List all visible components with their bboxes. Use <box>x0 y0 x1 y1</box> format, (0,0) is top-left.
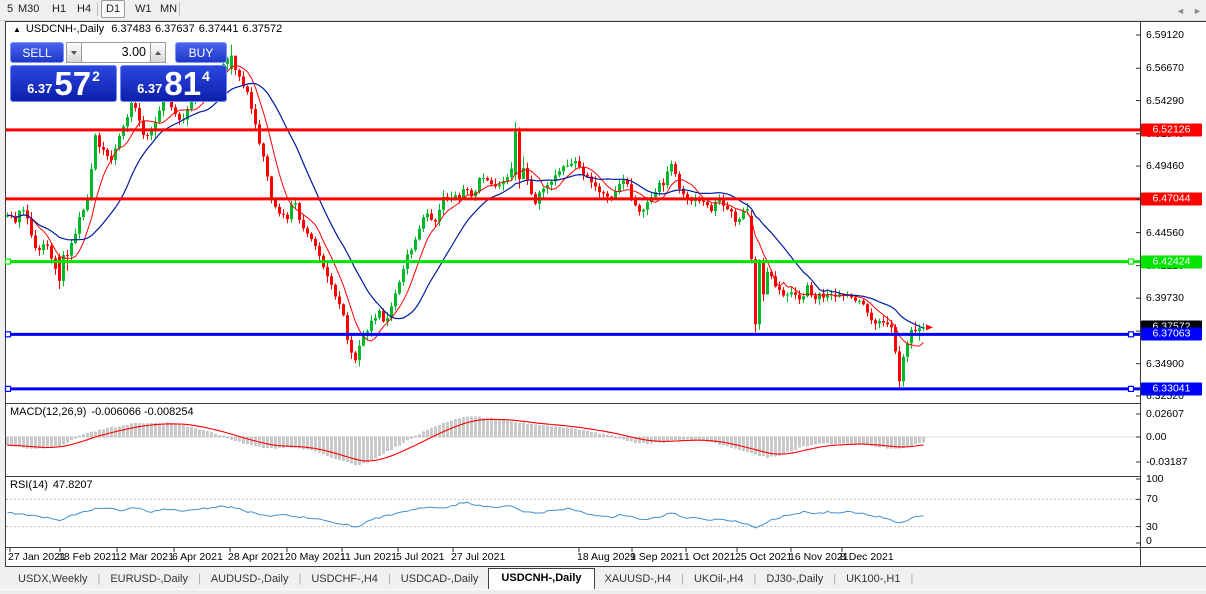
time-axis-label: 12 Mar 2021 <box>115 551 174 563</box>
level-price-label: 6.47044 <box>1141 192 1202 206</box>
timeframe-button-h4[interactable]: H4 <box>77 3 92 15</box>
toolbar-separator <box>179 2 180 16</box>
rsi-name: RSI(14) <box>10 479 48 491</box>
chart-tab-ukoil-h4[interactable]: UKOil-,H4 <box>693 573 744 585</box>
rsi-axis-tick-label: 30 <box>1146 520 1158 533</box>
timeframe-button-5[interactable]: 5 <box>7 3 14 15</box>
macd-axis-tick-label: 0.02607 <box>1146 408 1184 420</box>
chevron-up-icon <box>155 50 161 55</box>
time-axis-label: 18 Aug 2021 <box>577 551 636 563</box>
macd-values: -0.006066 -0.008254 <box>91 406 194 418</box>
volume-input[interactable]: 3.00 <box>81 42 151 63</box>
timeframe-toolbar: 5 M30 H1 H4 D1 W1 MN <box>0 0 1206 21</box>
chart-title: ▲ USDCNH-,Daily 6.37483 6.37637 6.37441 6.37… <box>13 23 286 35</box>
time-axis-label: 16 Nov 2021 <box>789 551 849 563</box>
price-axis-tick-label: 6.56670 <box>1146 62 1184 75</box>
time-axis-label: 5 Jul 2021 <box>396 551 445 563</box>
level-price-label: 6.37063 <box>1141 327 1202 341</box>
volume-decrease-button[interactable] <box>66 42 81 63</box>
sell-price-pip: 2 <box>92 68 100 84</box>
time-axis-label: 6 Apr 2021 <box>172 551 223 563</box>
tab-separator: | <box>681 573 684 585</box>
chart-tab-uk100-h1[interactable]: UK100-,H1 <box>846 573 901 585</box>
ohlc-open: 6.37483 <box>111 23 151 35</box>
level-price-label: 6.52126 <box>1141 123 1202 137</box>
chart-tab-dj30-daily[interactable]: DJ30-,Daily <box>766 573 824 585</box>
chart-tab-usdchf-h4[interactable]: USDCHF-,H4 <box>311 573 378 585</box>
ohlc-high: 6.37637 <box>154 23 195 35</box>
buy-price-prefix: 6.37 <box>137 81 163 96</box>
chart-tab-usdx-weekly[interactable]: USDX,Weekly <box>18 573 88 585</box>
volume-increase-button[interactable] <box>151 42 166 63</box>
timeframe-button-h1[interactable]: H1 <box>52 3 67 15</box>
buy-price-main: 81 <box>164 64 202 102</box>
rsi-axis-tick-label: 0 <box>1146 535 1152 547</box>
buy-price-display[interactable]: 6.37 81 4 <box>120 65 227 102</box>
chart-tab-xauusd-h4[interactable]: XAUUSD-,H4 <box>604 573 672 585</box>
chart-tab-audusd-daily[interactable]: AUDUSD-,Daily <box>210 573 289 585</box>
tab-separator: | <box>97 573 101 585</box>
rsi-indicator-label: RSI(14) 47.8207 <box>10 479 98 491</box>
tab-separator: | <box>298 573 302 585</box>
collapse-panel-icon[interactable]: ▲ <box>13 25 21 34</box>
time-axis-label: 25 Oct 2021 <box>735 551 793 563</box>
sell-price-prefix: 6.37 <box>27 81 53 96</box>
rsi-value: 47.8207 <box>52 479 93 491</box>
time-axis-label: 1 Oct 2021 <box>684 551 736 563</box>
ohlc-low: 6.37441 <box>198 23 239 35</box>
timeframe-button-d1[interactable]: D1 <box>101 0 126 18</box>
ohlc-close: 6.37572 <box>242 23 283 35</box>
price-axis-tick-label: 6.49460 <box>1146 160 1184 173</box>
sell-button[interactable]: SELL <box>10 42 64 63</box>
sell-price-main: 57 <box>54 64 92 102</box>
time-axis-label: 28 Apr 2021 <box>228 551 285 563</box>
chart-symbol-label: USDCNH-,Daily <box>25 23 105 35</box>
macd-indicator-label: MACD(12,26,9) -0.006066 -0.008254 <box>10 406 199 418</box>
buy-price-pip: 4 <box>202 68 210 84</box>
tab-separator: | <box>833 573 837 585</box>
status-bar <box>0 589 1206 594</box>
level-price-label: 6.42424 <box>1141 255 1202 269</box>
price-axis-tick-label: 6.44560 <box>1146 226 1184 239</box>
toolbar-separator <box>97 2 98 16</box>
time-axis-label: 18 Feb 2021 <box>58 551 117 563</box>
tab-separator: | <box>753 573 757 585</box>
chart-tab-eurusd-daily[interactable]: EURUSD-,Daily <box>110 573 188 585</box>
chart-tab-usdcad-daily[interactable]: USDCAD-,Daily <box>400 573 479 585</box>
chart-tab-usdcnh-daily[interactable]: USDCNH-,Daily <box>488 568 595 589</box>
rsi-axis-tick-label: 70 <box>1146 493 1158 506</box>
level-price-label: 6.33041 <box>1141 382 1202 396</box>
timeframe-button-mn[interactable]: MN <box>160 3 178 15</box>
time-axis-label: 27 Jul 2021 <box>451 551 506 563</box>
price-axis-tick-label: 6.59120 <box>1146 29 1184 41</box>
price-axis-tick-label: 6.54290 <box>1146 94 1184 107</box>
price-axis-tick-label: 6.34900 <box>1146 357 1184 370</box>
chevron-down-icon <box>71 50 77 55</box>
price-axis-tick-label: 6.39730 <box>1146 292 1184 305</box>
sell-price-display[interactable]: 6.37 57 2 <box>10 65 117 102</box>
time-axis-label: 9 Sep 2021 <box>630 551 684 563</box>
tab-separator: | <box>387 573 391 585</box>
chart-window <box>5 21 1206 567</box>
buy-button[interactable]: BUY <box>175 42 227 63</box>
chart-tab-bar: USDX,Weekly | EURUSD-,Daily | AUDUSD-,Daily |… <box>0 567 1206 589</box>
tab-scroll-right[interactable]: ► <box>1193 6 1202 16</box>
time-axis-label: 27 Jan 2021 <box>8 551 66 563</box>
time-axis-label: 11 Jun 2021 <box>340 551 398 563</box>
rsi-axis-tick-label: 100 <box>1146 473 1164 485</box>
time-axis-label: 20 May 2021 <box>285 551 346 563</box>
timeframe-button-m30[interactable]: M30 <box>18 3 40 15</box>
macd-axis-tick-label: -0.03187 <box>1146 456 1188 468</box>
tab-separator: | <box>910 573 914 585</box>
tab-scroll-left[interactable]: ◄ <box>1176 6 1185 16</box>
macd-axis-tick-label: 0.00 <box>1146 431 1167 443</box>
time-axis-label: 8 Dec 2021 <box>840 551 894 563</box>
tab-separator: | <box>197 573 201 585</box>
macd-name: MACD(12,26,9) <box>10 406 87 418</box>
one-click-trading-panel: SELL 3.00 BUY 6.37 57 2 6.37 81 4 <box>10 42 227 102</box>
timeframe-button-w1[interactable]: W1 <box>135 3 152 15</box>
